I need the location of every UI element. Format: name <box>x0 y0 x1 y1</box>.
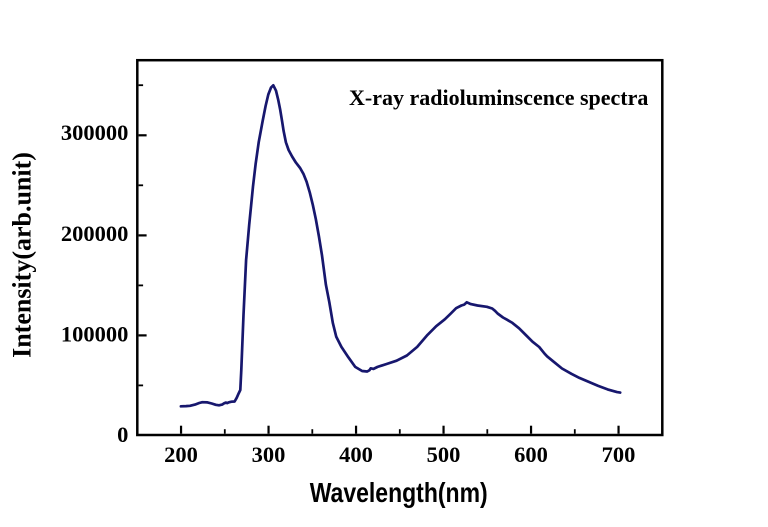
svg-text:200: 200 <box>164 442 198 467</box>
svg-text:Wavelength(nm): Wavelength(nm) <box>310 477 488 508</box>
svg-text:400: 400 <box>339 442 373 467</box>
svg-text:600: 600 <box>514 442 548 467</box>
svg-text:200000: 200000 <box>61 221 129 246</box>
svg-text:Intensity(arb.unit): Intensity(arb.unit) <box>8 152 37 358</box>
svg-text:X-ray radioluminscence spectra: X-ray radioluminscence spectra <box>349 85 648 110</box>
svg-text:0: 0 <box>117 422 128 447</box>
svg-text:100000: 100000 <box>61 322 129 347</box>
svg-text:300000: 300000 <box>61 120 129 145</box>
svg-text:500: 500 <box>427 442 461 467</box>
svg-text:700: 700 <box>602 442 636 467</box>
svg-text:300: 300 <box>252 442 286 467</box>
